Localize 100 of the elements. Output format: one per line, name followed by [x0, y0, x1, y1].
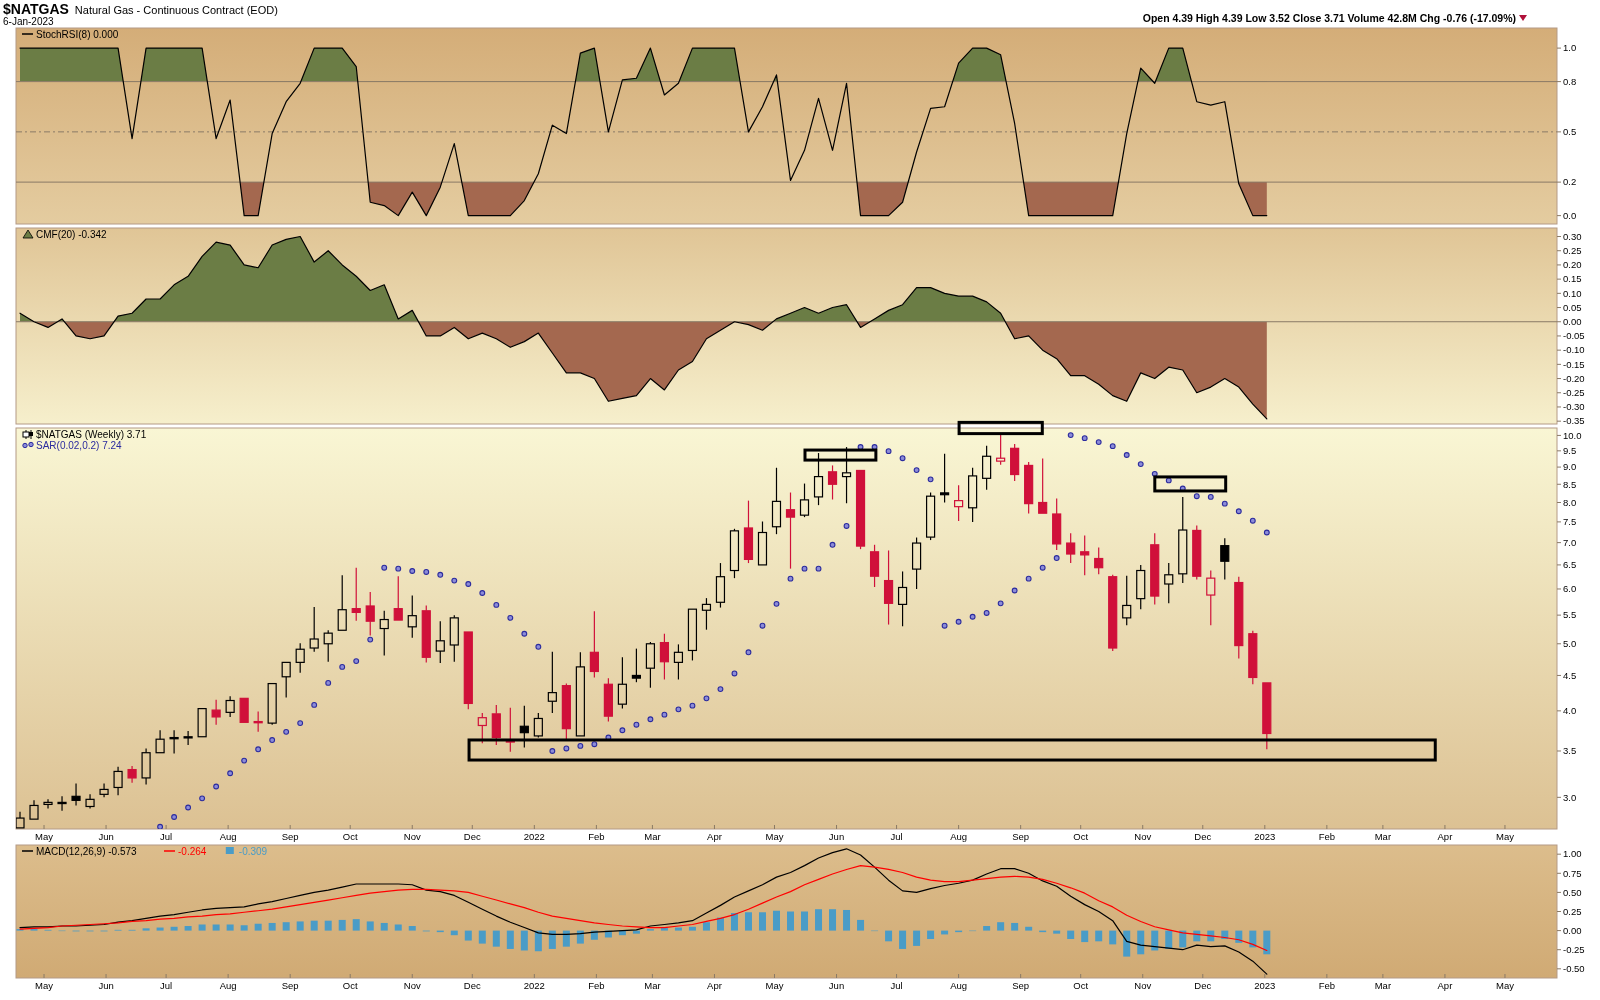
y-tick-label: 9.0 — [1563, 461, 1577, 473]
chart-title: $NATGAS — [3, 1, 69, 17]
x-tick-label: 2022 — [523, 831, 545, 842]
legend-label: MACD(12,26,9) -0.573 — [36, 846, 138, 857]
y-tick-label: 0.25 — [1563, 245, 1582, 257]
y-tick-label: 1.00 — [1563, 848, 1582, 860]
y-tick-label: -0.10 — [1563, 344, 1585, 356]
x-tick-label: Feb — [588, 980, 605, 991]
y-tick-label: 0.30 — [1563, 230, 1582, 242]
x-tick-label: Nov — [403, 980, 421, 991]
y-tick-label: 0.0 — [1563, 209, 1577, 221]
x-tick-label: Nov — [403, 831, 421, 842]
x-tick-label: Mar — [1374, 980, 1392, 991]
x-tick-label: Oct — [342, 980, 358, 991]
x-tick-label: Dec — [1194, 980, 1212, 991]
x-tick-label: Sep — [281, 980, 299, 991]
y-tick-label: -0.25 — [1563, 944, 1585, 956]
x-tick-label: Feb — [588, 831, 605, 842]
x-tick-label: 2023 — [1254, 980, 1276, 991]
x-tick-label: Sep — [1012, 980, 1030, 991]
x-tick-label: Jun — [828, 980, 845, 991]
legend-label: -0.309 — [238, 846, 268, 857]
x-tick-label: Jun — [98, 831, 114, 842]
y-tick-label: 9.5 — [1563, 445, 1577, 457]
x-tick-label: Dec — [1194, 831, 1212, 842]
x-tick-label: Mar — [1374, 831, 1392, 842]
x-tick-label: May — [35, 831, 54, 842]
x-tick-label: Oct — [1073, 980, 1089, 991]
y-tick-label: 8.5 — [1563, 478, 1577, 490]
y-tick-label: 0.8 — [1563, 75, 1577, 87]
x-tick-label: Dec — [463, 831, 481, 842]
y-tick-label: -0.30 — [1563, 401, 1585, 413]
y-tick-label: 3.0 — [1563, 791, 1577, 803]
y-tick-label: 0.00 — [1563, 924, 1582, 936]
legend-label: $NATGAS (Weekly) 3.71 — [36, 429, 147, 440]
y-tick-label: 7.0 — [1563, 536, 1577, 548]
x-tick-label: Jul — [890, 980, 903, 991]
x-tick-label: Apr — [707, 980, 722, 991]
x-tick-label: Jul — [160, 980, 173, 991]
y-tick-label: 4.0 — [1563, 705, 1577, 717]
y-tick-label: 0.75 — [1563, 867, 1582, 879]
x-tick-label: Aug — [219, 980, 237, 991]
legend-label: SAR(0.02,0.2) 7.24 — [36, 440, 123, 451]
x-tick-label: Jul — [890, 831, 903, 842]
legend-label: -0.264 — [178, 846, 207, 857]
x-tick-label: Feb — [1318, 980, 1336, 991]
x-tick-label: Sep — [281, 831, 299, 842]
legend-label: CMF(20) -0.342 — [36, 229, 108, 240]
y-tick-label: 6.0 — [1563, 583, 1577, 595]
x-tick-label: Aug — [950, 980, 968, 991]
x-tick-label: Apr — [707, 831, 722, 842]
y-tick-label: 6.5 — [1563, 559, 1577, 571]
y-tick-label: -0.25 — [1563, 387, 1585, 399]
x-tick-label: Mar — [644, 831, 661, 842]
y-tick-label: -0.15 — [1563, 358, 1585, 370]
x-tick-label: 2023 — [1254, 831, 1276, 842]
y-tick-label: 0.10 — [1563, 287, 1582, 299]
text: Open 4.39 High 4.39 Low 3.52 Close 3.71 Volume 42.8M Chg -0.76 (-17.09%) — [1142, 12, 1516, 24]
legend-label: StochRSI(8) 0.000 — [36, 29, 119, 40]
chart-subtitle: Natural Gas - Continuous Contract (EOD) — [74, 4, 278, 16]
y-tick-label: -0.35 — [1563, 415, 1585, 427]
y-tick-label: 0.2 — [1563, 176, 1577, 188]
y-tick-label: 0.05 — [1563, 301, 1582, 313]
y-tick-label: 3.5 — [1563, 745, 1577, 757]
x-tick-label: Feb — [1318, 831, 1336, 842]
text: 6-Jan-2023 — [3, 16, 55, 27]
x-tick-label: May — [765, 980, 784, 991]
x-tick-label: Jun — [98, 980, 114, 991]
y-tick-label: 7.5 — [1563, 516, 1577, 528]
x-tick-label: Dec — [463, 980, 481, 991]
x-tick-label: Jun — [828, 831, 845, 842]
y-tick-label: 0.15 — [1563, 273, 1582, 285]
x-tick-label: Nov — [1134, 831, 1152, 842]
y-tick-label: -0.05 — [1563, 330, 1585, 342]
y-tick-label: 0.50 — [1563, 886, 1582, 898]
x-tick-label: May — [35, 980, 54, 991]
y-tick-label: 1.0 — [1563, 42, 1577, 54]
y-tick-label: 0.25 — [1563, 905, 1582, 917]
y-tick-label: 5.5 — [1563, 609, 1577, 621]
y-tick-label: -0.50 — [1563, 963, 1585, 975]
x-tick-label: Nov — [1134, 980, 1152, 991]
x-tick-label: Oct — [342, 831, 358, 842]
x-tick-label: Sep — [1012, 831, 1030, 842]
x-tick-label: Aug — [219, 831, 237, 842]
x-tick-label: May — [765, 831, 784, 842]
y-tick-label: -0.20 — [1563, 372, 1585, 384]
y-tick-label: 0.00 — [1563, 316, 1582, 328]
y-tick-label: 0.5 — [1563, 126, 1577, 138]
x-tick-label: Aug — [950, 831, 968, 842]
x-tick-label: Jul — [160, 831, 173, 842]
y-tick-label: 10.0 — [1563, 429, 1582, 441]
y-tick-label: 5.0 — [1563, 638, 1577, 650]
x-tick-label: 2022 — [523, 980, 545, 991]
y-tick-label: 8.0 — [1563, 496, 1577, 508]
x-tick-label: Mar — [644, 980, 661, 991]
x-tick-label: May — [1495, 980, 1515, 991]
x-tick-label: Apr — [1437, 980, 1453, 991]
x-tick-label: May — [1495, 831, 1515, 842]
y-tick-label: 4.5 — [1563, 669, 1577, 681]
x-tick-label: Apr — [1437, 831, 1453, 842]
